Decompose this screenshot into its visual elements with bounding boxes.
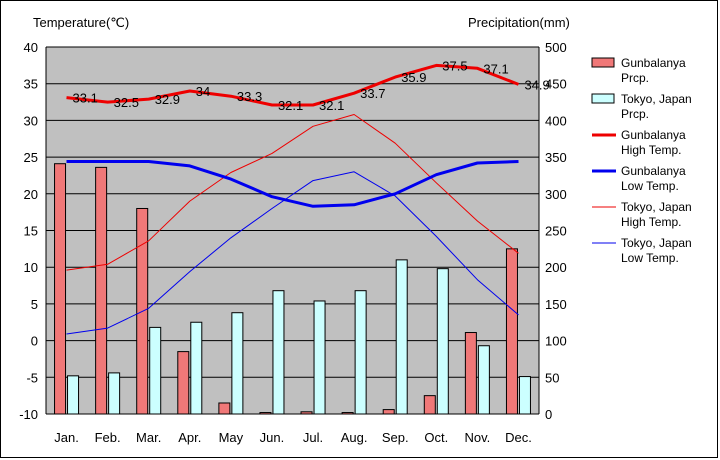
legend-label: Gunbalanya — [621, 128, 686, 142]
x-tick-label: Feb. — [95, 430, 121, 445]
series-line — [66, 63, 520, 107]
y-tick-label: 5 — [31, 297, 38, 312]
data-label: 34.9 — [524, 77, 549, 92]
y2-tick-label: 100 — [545, 334, 567, 349]
y2-tick-label: 200 — [545, 260, 567, 275]
bar — [95, 166, 108, 415]
x-tick-label: Jan. — [54, 430, 79, 445]
bar — [518, 376, 531, 415]
right-axis-title: Precipitation(mm) — [468, 15, 570, 30]
bar — [67, 375, 80, 415]
x-tick-label: Jul. — [303, 430, 323, 445]
y-tick-label: -10 — [19, 407, 38, 422]
x-tick-label: Aug. — [341, 430, 368, 445]
bar — [108, 372, 121, 415]
bar — [54, 163, 67, 415]
data-label: 37.1 — [483, 61, 508, 76]
x-tick-label: Mar. — [136, 430, 161, 445]
plot-area: 33.1 32.5 32.9 34 33.3 32.1 32.1 33.7 35.9 37.5 37… — [19, 40, 567, 445]
y2-tick-label: 500 — [545, 40, 567, 55]
bar — [436, 268, 449, 415]
data-label: 34 — [196, 84, 210, 99]
y-tick-label: 10 — [24, 260, 38, 275]
bar — [177, 351, 190, 415]
legend-label: Tokyo, Japan — [621, 236, 692, 250]
bar — [423, 395, 436, 415]
y2-tick-label: 400 — [545, 113, 567, 128]
x-tick-label: Oct. — [424, 430, 448, 445]
y2-tick-label: 300 — [545, 187, 567, 202]
data-label: 37.5 — [442, 58, 467, 73]
data-label: 35.9 — [401, 70, 426, 85]
legend-label: Low Temp. — [621, 251, 679, 265]
legend-label: Tokyo, Japan — [621, 200, 692, 214]
legend-swatch — [591, 57, 615, 68]
y2-tick-label: 150 — [545, 297, 567, 312]
legend-label: Prcp. — [621, 107, 649, 121]
y2-tick-label: 350 — [545, 150, 567, 165]
legend-label: High Temp. — [621, 143, 681, 157]
y-tick-label: -5 — [26, 370, 38, 385]
y-tick-label: 25 — [24, 150, 38, 165]
bar — [354, 290, 367, 415]
data-label: 33.7 — [360, 86, 385, 101]
y-tick-label: 20 — [24, 187, 38, 202]
series-line — [66, 114, 519, 271]
x-tick-label: May — [219, 430, 244, 445]
bar — [505, 248, 518, 415]
legend-label: Gunbalanya — [621, 164, 686, 178]
x-tick-label: Nov. — [464, 430, 490, 445]
bar — [218, 402, 231, 415]
x-tick-label: Jun. — [260, 430, 285, 445]
y-tick-label: 0 — [31, 334, 38, 349]
legend-label: Prcp. — [621, 71, 649, 85]
y-tick-label: 35 — [24, 77, 38, 92]
y2-tick-label: 50 — [545, 370, 559, 385]
bar — [477, 345, 490, 415]
bar — [395, 259, 408, 415]
bar — [382, 409, 395, 415]
y2-tick-label: 0 — [545, 407, 552, 422]
legend-label: Tokyo, Japan — [621, 92, 692, 106]
legend-swatch — [591, 93, 615, 104]
x-tick-label: Sep. — [382, 430, 409, 445]
bar — [313, 300, 326, 415]
legend-label: High Temp. — [621, 215, 681, 229]
data-label: 33.1 — [73, 91, 98, 106]
data-label: 33.3 — [237, 89, 262, 104]
y2-tick-label: 250 — [545, 224, 567, 239]
bar — [272, 290, 285, 415]
data-label: 32.5 — [114, 95, 139, 110]
y-tick-label: 15 — [24, 224, 38, 239]
bar — [464, 332, 477, 415]
bar — [190, 321, 203, 415]
y2-tick-label: 450 — [545, 77, 567, 92]
series-line — [66, 171, 519, 335]
data-label: 32.1 — [278, 98, 303, 113]
legend-label: Low Temp. — [621, 179, 679, 193]
legend-label: Gunbalanya — [621, 56, 686, 70]
bar — [149, 326, 162, 415]
bar — [231, 312, 244, 415]
data-label: 32.9 — [155, 92, 180, 107]
y-tick-label: 30 — [24, 113, 38, 128]
y-tick-label: 40 — [24, 40, 38, 55]
series-line — [66, 160, 519, 208]
x-tick-label: Dec. — [505, 430, 532, 445]
x-tick-label: Apr. — [178, 430, 201, 445]
left-axis-title: Temperature(℃) — [33, 15, 129, 30]
data-label: 32.1 — [319, 98, 344, 113]
